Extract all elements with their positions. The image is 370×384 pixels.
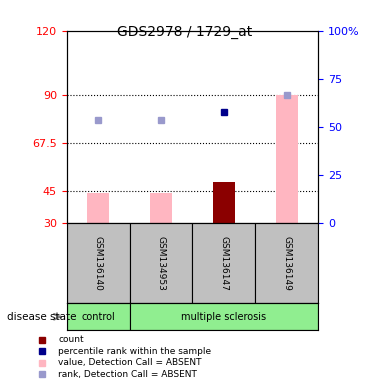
Text: control: control (81, 312, 115, 322)
FancyBboxPatch shape (67, 303, 130, 330)
Bar (213, 182, 235, 223)
Text: GSM136149: GSM136149 (282, 236, 291, 290)
FancyBboxPatch shape (192, 223, 255, 303)
Bar (87, 193, 109, 223)
Bar (150, 193, 172, 223)
Text: GSM134953: GSM134953 (157, 236, 165, 290)
FancyBboxPatch shape (67, 223, 130, 303)
FancyBboxPatch shape (130, 303, 318, 330)
Text: rank, Detection Call = ABSENT: rank, Detection Call = ABSENT (58, 370, 197, 379)
Text: disease state: disease state (7, 312, 77, 322)
FancyBboxPatch shape (255, 223, 318, 303)
Text: value, Detection Call = ABSENT: value, Detection Call = ABSENT (58, 358, 202, 367)
Text: percentile rank within the sample: percentile rank within the sample (58, 347, 212, 356)
Text: count: count (58, 335, 84, 344)
Bar (276, 95, 298, 223)
Text: multiple sclerosis: multiple sclerosis (181, 312, 266, 322)
Text: GSM136140: GSM136140 (94, 236, 102, 290)
FancyBboxPatch shape (130, 223, 192, 303)
Text: GDS2978 / 1729_at: GDS2978 / 1729_at (117, 25, 253, 39)
Text: GSM136147: GSM136147 (219, 236, 228, 290)
